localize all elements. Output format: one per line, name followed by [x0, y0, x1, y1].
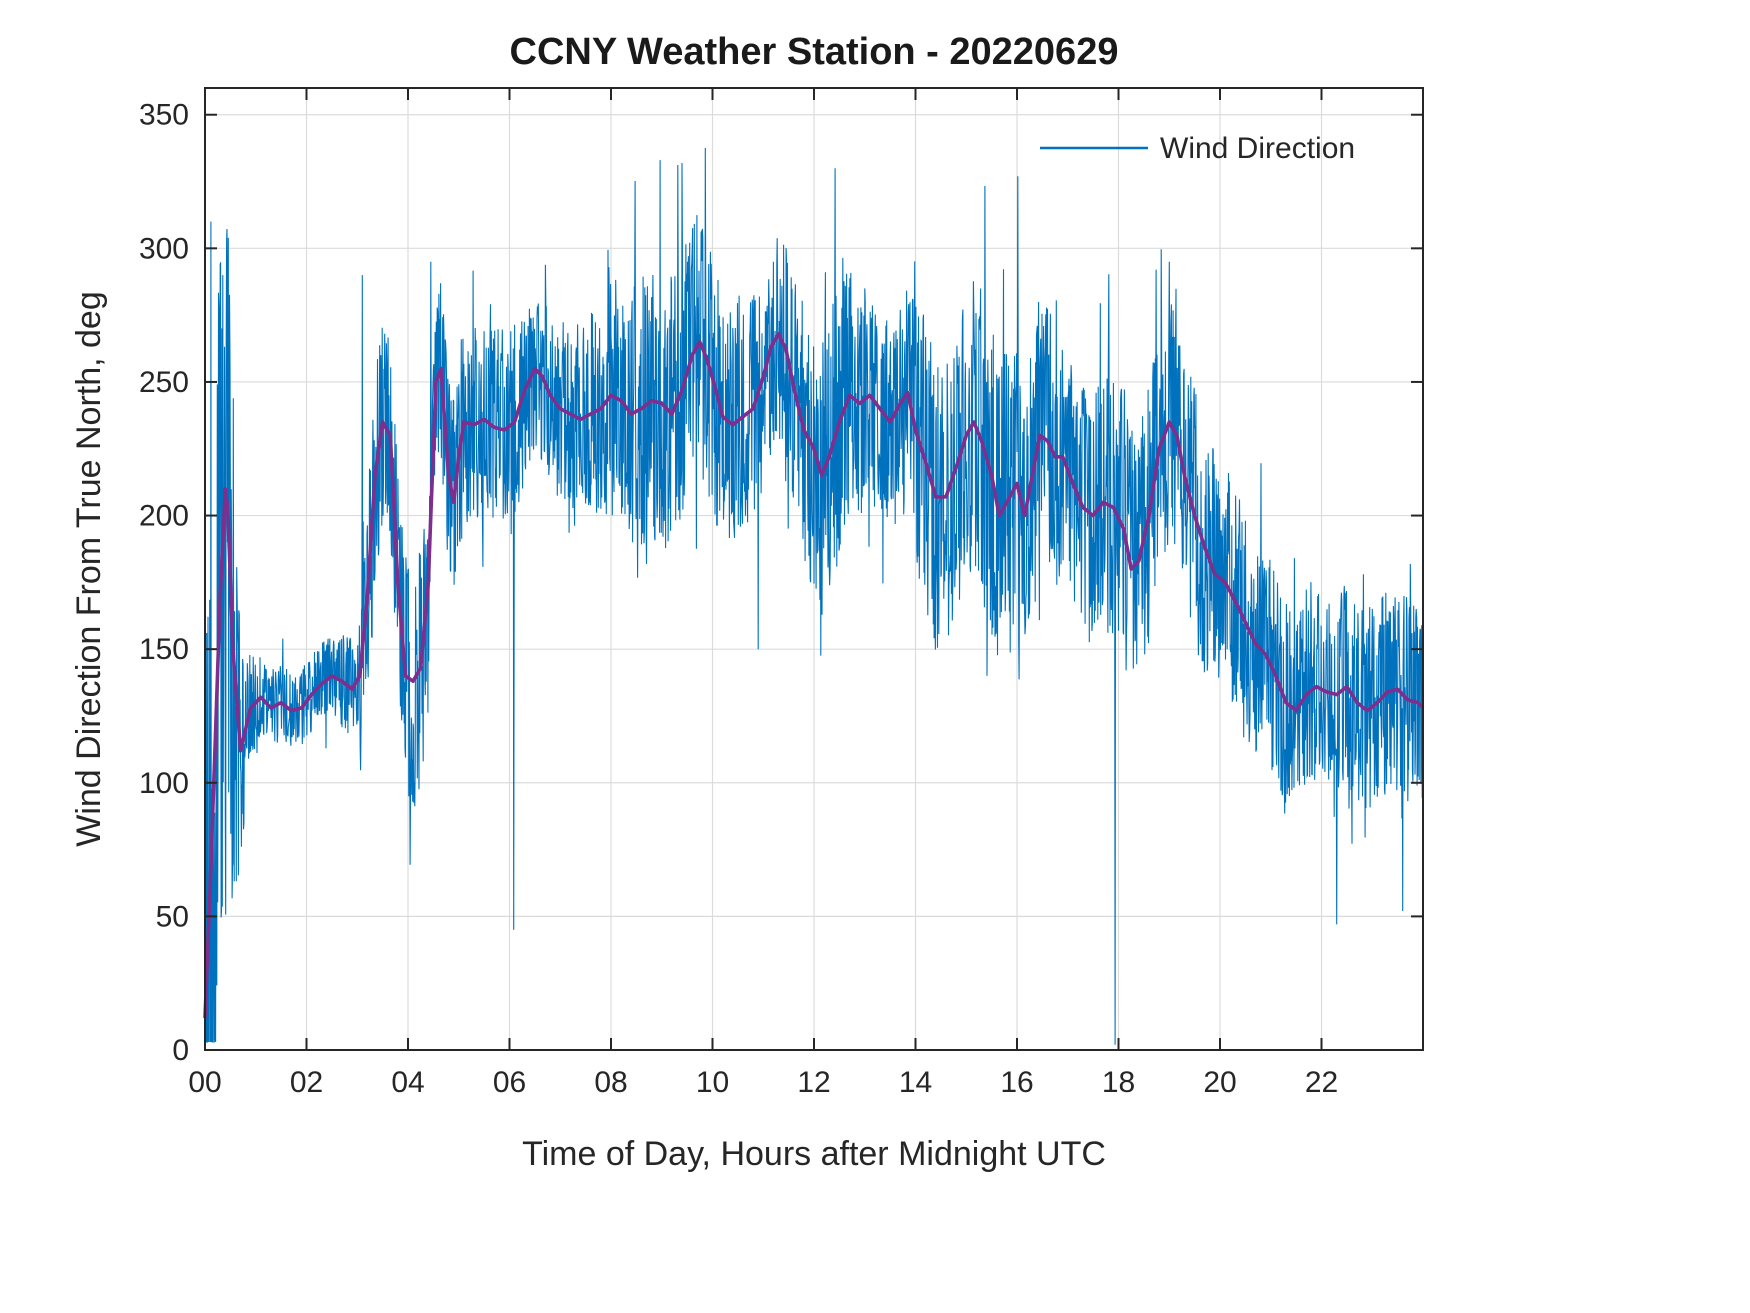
y-tick-label: 250: [139, 366, 189, 399]
x-tick-label: 18: [1102, 1066, 1135, 1099]
y-tick-label: 100: [139, 767, 189, 800]
y-tick-label: 300: [139, 232, 189, 265]
x-tick-label: 00: [188, 1066, 221, 1099]
x-tick-label: 06: [493, 1066, 526, 1099]
x-axis-label: Time of Day, Hours after Midnight UTC: [522, 1135, 1106, 1173]
x-tick-label: 12: [797, 1066, 830, 1099]
y-tick-label: 50: [156, 900, 189, 933]
y-tick-labels: 0 50 100 150 200 250 300 350: [139, 99, 189, 1067]
legend-entry-wind-direction: Wind Direction: [1160, 132, 1355, 165]
chart-title: CCNY Weather Station - 20220629: [510, 31, 1119, 73]
x-tick-label: 14: [899, 1066, 932, 1099]
y-tick-label: 350: [139, 99, 189, 132]
y-tick-label: 150: [139, 633, 189, 666]
x-tick-label: 22: [1305, 1066, 1338, 1099]
x-tick-label: 10: [696, 1066, 729, 1099]
tick-marks: [204, 88, 1423, 1051]
y-axis-label: Wind Direction From True North, deg: [70, 291, 108, 847]
y-tick-label: 200: [139, 500, 189, 533]
wind-direction-smoothed-line: [203, 331, 1425, 1018]
x-tick-label: 04: [391, 1066, 424, 1099]
wind-direction-raw-line: [204, 147, 1424, 1045]
x-tick-label: 20: [1203, 1066, 1236, 1099]
x-tick-labels: 00 02 04 06 08 10 12 14 16 18 20 22: [188, 1066, 1338, 1099]
data-series: [203, 147, 1425, 1045]
y-tick-label: 0: [172, 1034, 189, 1067]
x-tick-label: 08: [594, 1066, 627, 1099]
legend[interactable]: Wind Direction: [1040, 132, 1355, 165]
x-tick-label: 16: [1000, 1066, 1033, 1099]
x-tick-label: 02: [290, 1066, 323, 1099]
